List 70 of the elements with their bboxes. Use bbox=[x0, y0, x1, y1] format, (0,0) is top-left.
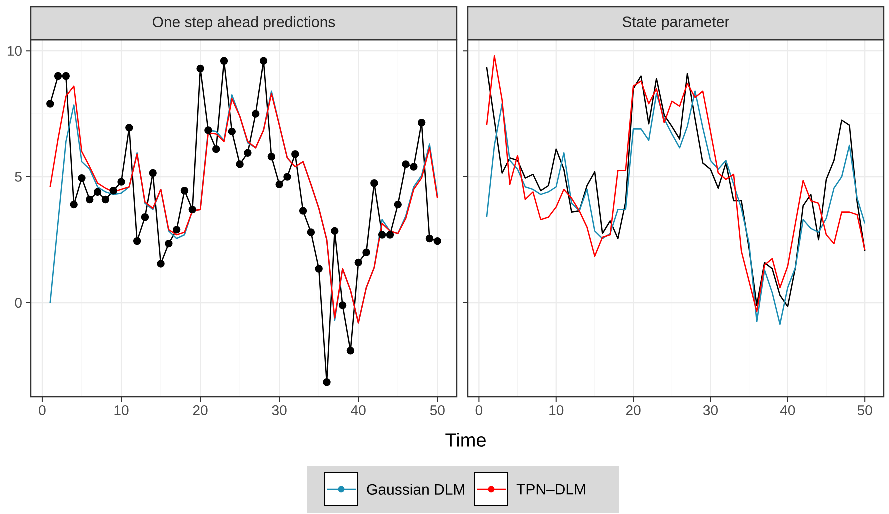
point bbox=[299, 207, 308, 215]
point bbox=[244, 149, 252, 157]
x-tick-label: 30 bbox=[703, 406, 718, 416]
point bbox=[394, 200, 402, 209]
y-tick-label: 0 bbox=[15, 298, 22, 308]
point bbox=[260, 57, 268, 66]
point bbox=[307, 228, 316, 236]
point bbox=[157, 260, 165, 268]
y-tick-label: 5 bbox=[15, 172, 22, 182]
y-tick-label: 10 bbox=[8, 46, 22, 56]
legend-label: TPN–DLM bbox=[516, 484, 586, 495]
point bbox=[418, 119, 426, 127]
point bbox=[70, 200, 78, 209]
x-tick-label: 50 bbox=[430, 406, 445, 416]
point bbox=[172, 226, 181, 234]
point bbox=[378, 231, 386, 239]
point bbox=[196, 64, 204, 73]
x-tick-label: 10 bbox=[114, 406, 129, 416]
point bbox=[426, 234, 434, 243]
point bbox=[362, 248, 370, 256]
point bbox=[370, 179, 378, 188]
point bbox=[292, 150, 300, 158]
x-tick-label: 10 bbox=[550, 406, 564, 416]
point bbox=[102, 196, 110, 204]
x-tick-label: 30 bbox=[272, 406, 287, 416]
point bbox=[338, 302, 347, 310]
point bbox=[204, 126, 212, 134]
x-tick-label: 40 bbox=[780, 406, 796, 416]
point bbox=[236, 160, 244, 168]
point bbox=[346, 347, 355, 355]
point bbox=[126, 124, 134, 132]
x-tick-label: 50 bbox=[858, 406, 872, 416]
point bbox=[268, 153, 276, 161]
point bbox=[402, 160, 410, 168]
x-tick-label: 40 bbox=[351, 406, 366, 416]
point bbox=[276, 180, 284, 188]
point bbox=[252, 110, 260, 118]
legend-label: Gaussian DLM bbox=[367, 484, 464, 495]
point bbox=[165, 240, 173, 248]
point bbox=[228, 128, 236, 136]
point bbox=[78, 174, 86, 182]
point bbox=[141, 214, 150, 222]
chart-title: One step ahead predictions bbox=[152, 16, 336, 30]
point bbox=[149, 169, 157, 178]
chart-title: State parameter bbox=[622, 16, 730, 30]
x-tick-label: 0 bbox=[39, 406, 46, 416]
point bbox=[54, 72, 62, 80]
point bbox=[94, 188, 102, 196]
point bbox=[110, 187, 118, 195]
x-tick-label: 20 bbox=[626, 406, 641, 416]
point bbox=[86, 196, 94, 204]
point bbox=[46, 100, 54, 108]
point bbox=[354, 258, 362, 267]
point bbox=[220, 57, 228, 66]
point bbox=[315, 265, 323, 273]
x-axis-title: Time bbox=[446, 433, 486, 447]
point bbox=[434, 237, 442, 246]
point bbox=[133, 237, 142, 246]
point bbox=[410, 163, 418, 171]
point bbox=[180, 187, 189, 195]
x-tick-label: 0 bbox=[476, 406, 483, 416]
point bbox=[118, 178, 126, 186]
point bbox=[62, 72, 70, 80]
x-tick-label: 20 bbox=[193, 406, 208, 416]
point bbox=[331, 227, 339, 236]
point bbox=[386, 231, 394, 239]
point bbox=[323, 378, 331, 386]
point bbox=[212, 145, 220, 154]
point bbox=[284, 173, 292, 181]
point bbox=[188, 206, 196, 214]
